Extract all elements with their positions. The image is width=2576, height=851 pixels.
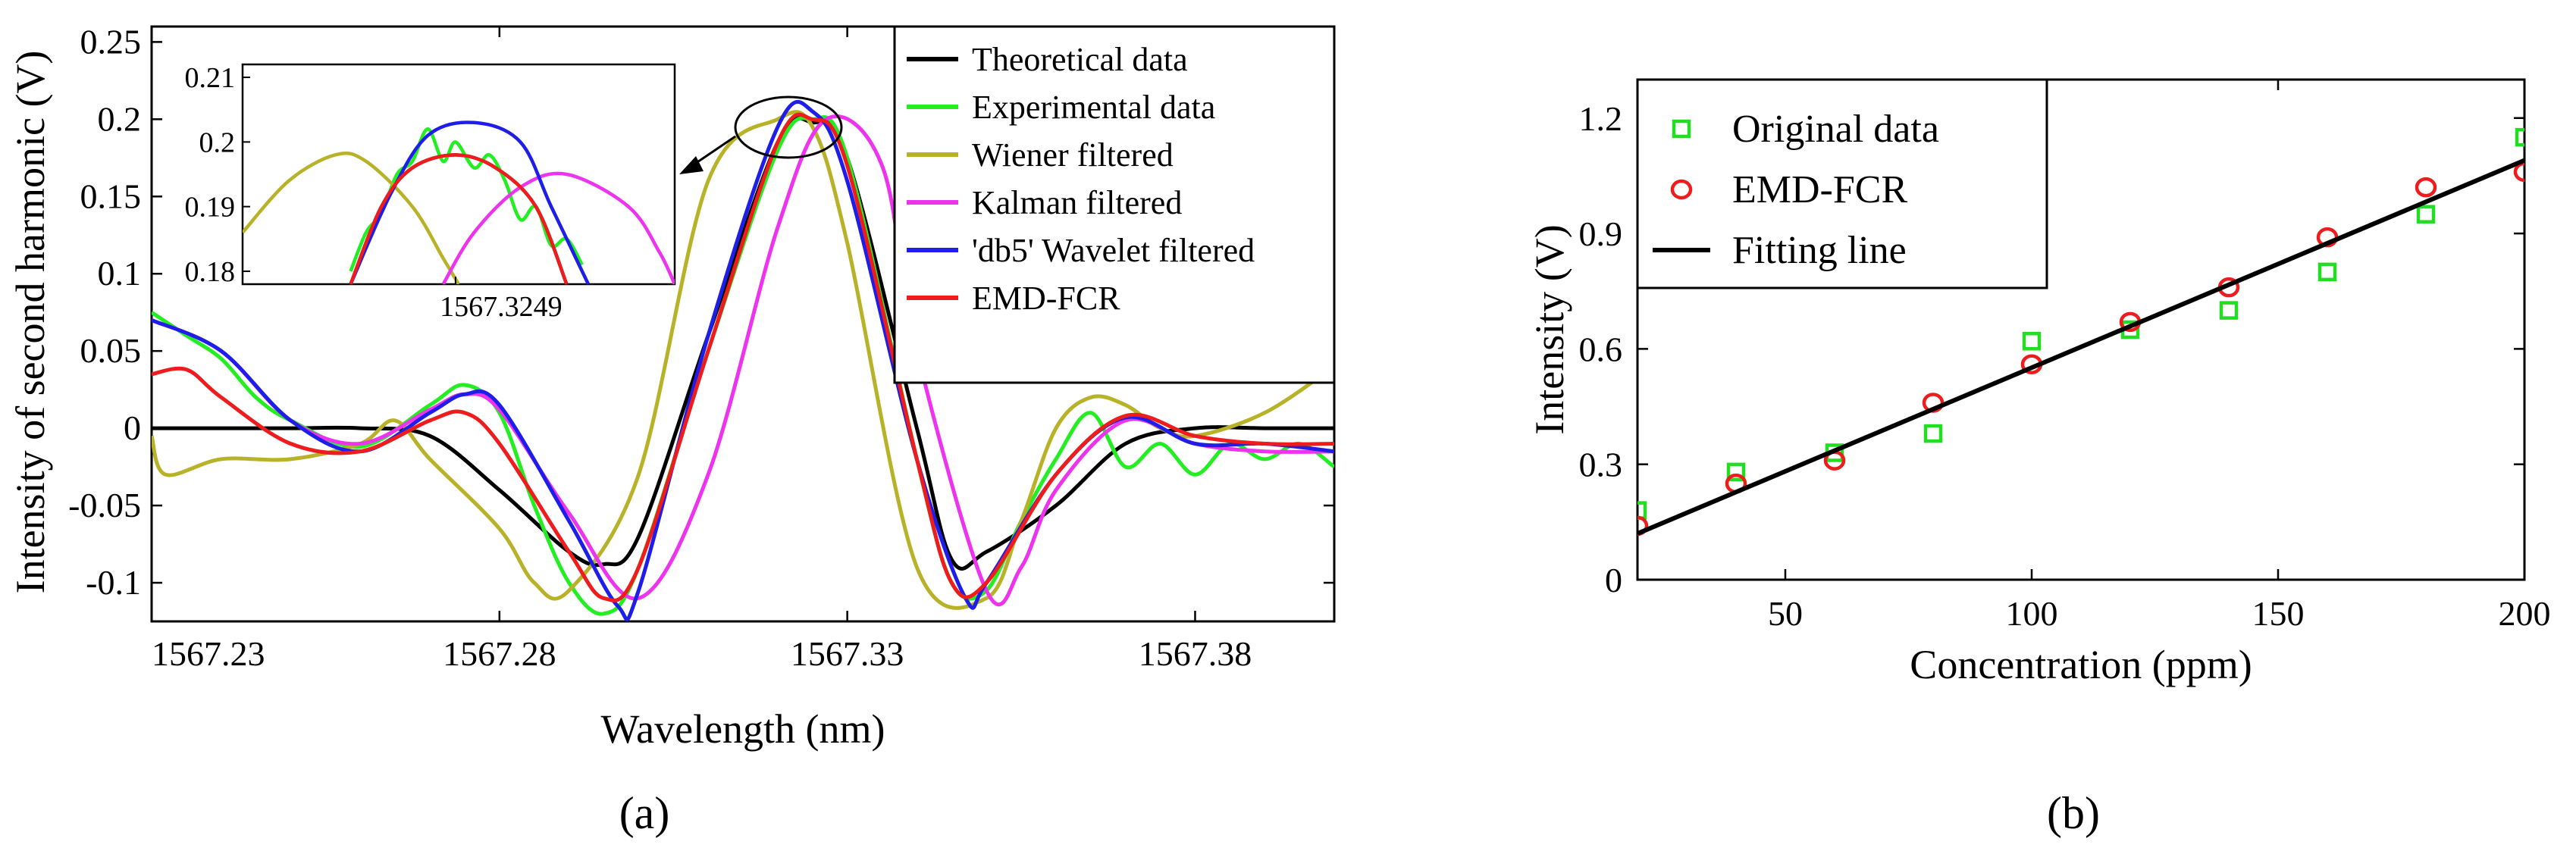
legend-a-label-experimental-data: Experimental data — [972, 89, 1215, 126]
legend-b-swatch-emd-fcr — [1670, 179, 1693, 200]
panel-a-y-tick-label: 0 — [124, 408, 141, 447]
inset-y-tick-label: 0.2 — [199, 127, 236, 158]
panel-b-point-original-data — [2416, 205, 2436, 224]
legend-a-label-theoretical-data: Theoretical data — [972, 41, 1188, 78]
panel-b-chart: 0 0.3 0.6 0.9 1.2 50 100 150 200 Concentration … — [1527, 78, 2551, 838]
panel-a-y-tick-label: -0.1 — [86, 563, 141, 602]
panel-b-point-original-data — [2515, 127, 2524, 147]
inset-series-group — [243, 120, 675, 284]
inset-pointer-arrowhead — [679, 156, 704, 174]
panel-a-y-tick-label: -0.05 — [68, 486, 141, 524]
panel-b-x-tick-label: 150 — [2252, 594, 2305, 633]
panel-b-x-axis-label: Concentration (ppm) — [1910, 642, 2252, 687]
panel-b-y-axis-label: Intensity (V) — [1527, 224, 1572, 434]
panel-a-y-axis-label: Intensity of second harmonic (V) — [8, 51, 53, 594]
panel-b-x-tick-label: 50 — [1768, 594, 1803, 633]
panel-a-x-tick-label: 1567.28 — [443, 634, 556, 673]
panel-a-series-wiener-filtered — [152, 110, 1334, 610]
panel-b-label: (b) — [2047, 788, 2100, 838]
inset-frame — [241, 63, 676, 286]
panel-b-point-original-data — [2219, 301, 2239, 320]
panel-b-x-tick-labels: 50 100 150 200 — [1768, 594, 2551, 633]
panel-b-point-original-data — [1637, 501, 1647, 520]
panel-a-y-tick-label: 0.15 — [80, 177, 142, 215]
panel-a-y-tick-label: 0.2 — [98, 99, 142, 138]
panel-a-x-tick-labels: 1567.23 1567.28 1567.33 1567.38 — [152, 634, 1252, 673]
panel-b-point-emd-fcr — [2415, 177, 2437, 198]
panel-a-series-group — [152, 99, 1334, 621]
legend-b-label-fitting-line: Fitting line — [1732, 229, 1907, 272]
panel-b-point-original-data — [2022, 331, 2042, 351]
inset-series-emd-fcr — [349, 153, 569, 284]
panel-b-y-tick-label: 0.9 — [1579, 214, 1623, 253]
panel-b-series-group — [1637, 127, 2524, 537]
panel-a-y-tick-labels: -0.1 -0.05 0 0.05 0.1 0.15 0.2 0.25 — [68, 22, 141, 602]
panel-a-inset: 0.18 0.19 0.2 0.21 1567.3249 — [185, 62, 676, 323]
panel-a-series-emd-fcr — [152, 112, 1334, 602]
panel-b-point-original-data — [2317, 262, 2337, 282]
panel-b-point-original-data — [1726, 462, 1746, 482]
panel-b-x-tick-label: 100 — [2006, 594, 2058, 633]
panel-b-y-tick-label: 0.6 — [1579, 330, 1623, 368]
panel-b-point-original-data — [1923, 424, 1943, 443]
panel-a-y-tick-label: 0.1 — [98, 254, 142, 293]
inset-x-tick-label: 1567.3249 — [440, 291, 563, 323]
peak-highlight-ellipse — [734, 95, 843, 159]
panel-b-x-tick-label: 200 — [2499, 594, 2551, 633]
panel-a-legend: Theoretical data Experimental data Wiener … — [893, 25, 1336, 384]
panel-a-series-kalman-filtered — [152, 114, 1334, 607]
inset-ticks: 0.18 0.19 0.2 0.21 1567.3249 — [185, 62, 563, 323]
panel-b-point-emd-fcr — [2513, 161, 2524, 183]
legend-b-swatch-original-data — [1672, 119, 1691, 139]
inset-series-wiener-filtered — [243, 151, 460, 284]
legend-a-label-kalman-filtered: Kalman filtered — [972, 184, 1182, 221]
panel-a-x-tick-label: 1567.38 — [1139, 634, 1252, 673]
panel-a-x-axis-label: Wavelength (nm) — [600, 706, 885, 752]
panel-b-point-emd-fcr — [1637, 515, 1649, 537]
inset-series-kalman-filtered — [441, 171, 675, 284]
panel-a-y-tick-label: 0.25 — [80, 22, 142, 61]
panel-b-y-tick-label: 0.3 — [1579, 446, 1623, 484]
panel-b-fitting-line — [1637, 158, 2524, 536]
inset-series-db5-wavelet-filtered — [349, 120, 591, 284]
panel-a-legend-box — [893, 25, 1336, 384]
inset-y-tick-label: 0.21 — [185, 62, 236, 94]
panel-a-label: (a) — [619, 788, 670, 838]
legend-a-label-emd-fcr: EMD-FCR — [972, 280, 1120, 317]
panel-b-legend: Original data EMD-FCR Fitting line — [1636, 78, 2048, 289]
legend-b-label-emd-fcr: EMD-FCR — [1732, 168, 1907, 211]
panel-a-y-tick-label: 0.05 — [80, 331, 142, 370]
panel-a-x-tick-label: 1567.33 — [791, 634, 904, 673]
panel-b-y-tick-label: 0 — [1605, 561, 1622, 599]
panel-b-y-tick-label: 1.2 — [1579, 99, 1623, 138]
inset-y-tick-label: 0.19 — [185, 192, 236, 224]
panel-b-y-tick-labels: 0 0.3 0.6 0.9 1.2 — [1579, 99, 1623, 599]
legend-a-label-db5-wavelet-filtered: 'db5' Wavelet filtered — [972, 232, 1255, 269]
legend-b-label-original-data: Original data — [1732, 108, 1939, 151]
inset-y-tick-label: 0.18 — [185, 256, 236, 288]
legend-a-label-wiener-filtered: Wiener filtered — [972, 136, 1174, 174]
panel-b-legend-box — [1636, 78, 2048, 289]
panel-a-x-tick-label: 1567.23 — [152, 634, 265, 673]
